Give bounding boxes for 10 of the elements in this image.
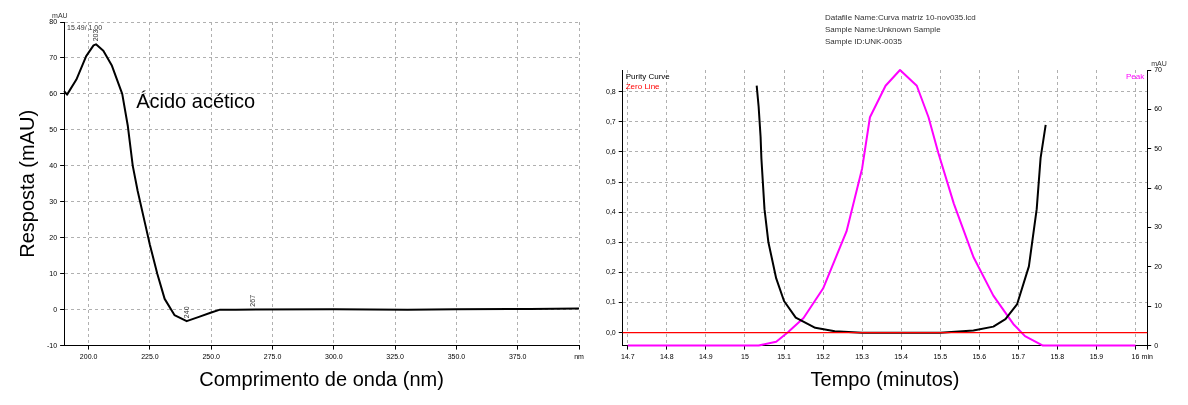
y-axis-title: Resposta (mAU) (15, 109, 38, 258)
text: Purity Curve (625, 72, 671, 82)
text: Datafile Name:Curva matriz 10-nov035.lcd (824, 13, 976, 23)
text: Sample Name:Unknown Sample (824, 25, 942, 35)
text: Peak (1125, 72, 1146, 82)
text: Sample ID:UNK-0035 (824, 37, 903, 47)
ref-line-label: Zero Line (625, 82, 661, 92)
annotation: Ácido acético (136, 90, 256, 113)
x-axis-title: Comprimento de onda (nm) (199, 367, 444, 390)
x-axis-title: Tempo (minutos) (810, 367, 960, 390)
